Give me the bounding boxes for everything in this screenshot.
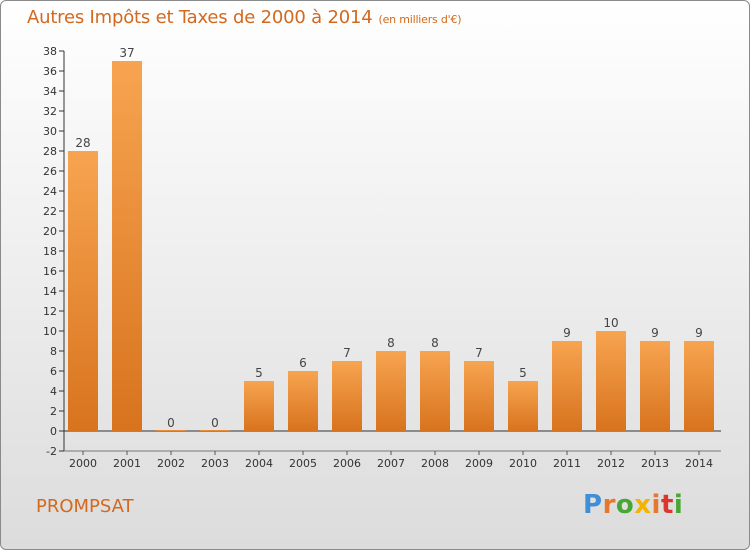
y-tick-label: 10 <box>43 325 57 338</box>
y-tick-label: 14 <box>43 285 57 298</box>
bar <box>244 381 274 431</box>
y-tick-label: 6 <box>50 365 57 378</box>
bar-value-label: 0 <box>211 416 219 430</box>
y-tick-label: 32 <box>43 105 57 118</box>
y-tick-label: 34 <box>43 85 57 98</box>
y-tick-label: 12 <box>43 305 57 318</box>
x-tick-label: 2013 <box>641 457 669 470</box>
chart-subtitle: (en milliers d'€) <box>378 13 462 26</box>
x-tick-label: 2000 <box>69 457 97 470</box>
bar-value-label: 9 <box>695 326 703 340</box>
bar <box>640 341 670 431</box>
y-tick-label: 22 <box>43 205 57 218</box>
bar <box>508 381 538 431</box>
town-name: PROMPSAT <box>36 496 134 517</box>
bar <box>68 151 98 431</box>
logo-letter: i <box>651 490 661 520</box>
logo-letter: x <box>634 490 652 520</box>
logo-letter: r <box>602 490 616 520</box>
bar-value-label: 28 <box>75 136 90 150</box>
x-tick-label: 2010 <box>509 457 537 470</box>
bar-value-label: 5 <box>519 366 527 380</box>
bar <box>552 341 582 431</box>
x-tick-label: 2005 <box>289 457 317 470</box>
bar-value-label: 7 <box>343 346 351 360</box>
y-tick-label: 38 <box>43 45 57 58</box>
y-tick-label: 26 <box>43 165 57 178</box>
chart-title-block: Autres Impôts et Taxes de 2000 à 2014 (en… <box>27 7 462 28</box>
bar <box>464 361 494 431</box>
x-tick-label: 2006 <box>333 457 361 470</box>
x-tick-label: 2011 <box>553 457 581 470</box>
bar-value-label: 8 <box>431 336 439 350</box>
y-tick-label: 4 <box>50 385 57 398</box>
x-tick-label: 2008 <box>421 457 449 470</box>
bar-value-label: 7 <box>475 346 483 360</box>
x-tick-label: 2001 <box>113 457 141 470</box>
y-tick-label: 8 <box>50 345 57 358</box>
bar-value-label: 9 <box>651 326 659 340</box>
x-tick-label: 2012 <box>597 457 625 470</box>
proxiti-logo: Proxiti <box>583 490 683 520</box>
bar <box>596 331 626 431</box>
bar <box>112 61 142 431</box>
y-tick-label: 30 <box>43 125 57 138</box>
logo-letter: t <box>660 490 674 520</box>
bar <box>288 371 318 431</box>
bar <box>376 351 406 431</box>
bar-value-label: 6 <box>299 356 307 370</box>
x-tick-label: 2014 <box>685 457 713 470</box>
y-tick-label: 16 <box>43 265 57 278</box>
y-tick-label: 20 <box>43 225 57 238</box>
bar-value-label: 5 <box>255 366 263 380</box>
bar <box>684 341 714 431</box>
x-tick-label: 2002 <box>157 457 185 470</box>
bar-value-label: 8 <box>387 336 395 350</box>
y-tick-label: 36 <box>43 65 57 78</box>
logo-letter: i <box>673 490 684 520</box>
bar-value-label: 0 <box>167 416 175 430</box>
bar <box>420 351 450 431</box>
x-tick-label: 2003 <box>201 457 229 470</box>
logo-letter: o <box>615 490 635 520</box>
bar-value-label: 9 <box>563 326 571 340</box>
y-tick-label: -2 <box>46 445 57 458</box>
chart-title: Autres Impôts et Taxes de 2000 à 2014 <box>27 7 373 28</box>
bar <box>200 430 230 431</box>
x-tick-label: 2007 <box>377 457 405 470</box>
y-tick-label: 28 <box>43 145 57 158</box>
x-tick-label: 2004 <box>245 457 273 470</box>
bar-value-label: 10 <box>603 316 618 330</box>
x-tick-label: 2009 <box>465 457 493 470</box>
y-tick-label: 24 <box>43 185 57 198</box>
bar-value-label: 37 <box>119 46 134 60</box>
y-tick-label: 18 <box>43 245 57 258</box>
y-tick-label: 2 <box>50 405 57 418</box>
y-tick-label: 0 <box>50 425 57 438</box>
bar <box>332 361 362 431</box>
bar <box>156 430 186 431</box>
logo-letter: P <box>583 490 603 520</box>
